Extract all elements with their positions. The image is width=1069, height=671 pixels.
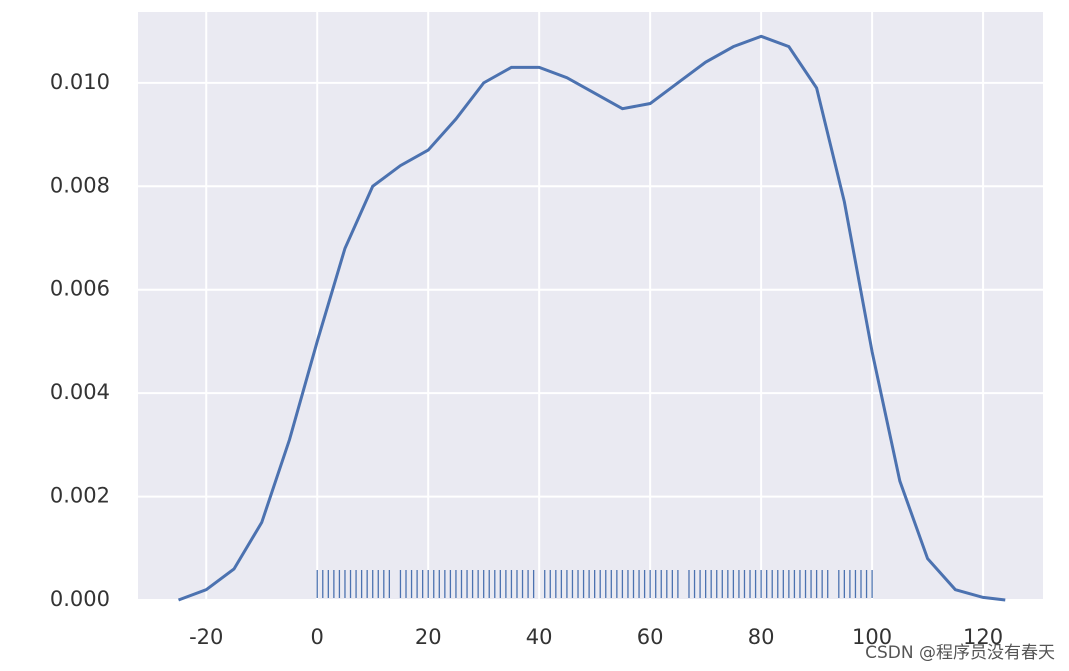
y-tick-label: 0.004 <box>50 380 110 404</box>
plot-area <box>138 12 1043 600</box>
y-tick-label: 0.002 <box>50 484 110 508</box>
x-tick-label: -20 <box>189 625 223 649</box>
x-tick-label: 0 <box>311 625 324 649</box>
marks <box>177 34 1006 602</box>
x-tick-label: 60 <box>637 625 664 649</box>
x-tick-label: 40 <box>526 625 553 649</box>
watermark: CSDN @程序员没有春天 <box>865 643 1055 663</box>
x-tick-label: 80 <box>748 625 775 649</box>
x-tick-label: 120 <box>963 625 1003 649</box>
x-tick-label: 100 <box>852 625 892 649</box>
x-tick-label: 20 <box>415 625 442 649</box>
grid <box>138 12 1043 601</box>
y-tick-label: 0.000 <box>50 587 110 611</box>
y-tick-label: 0.006 <box>50 277 110 301</box>
y-tick-label: 0.010 <box>50 70 110 94</box>
density-line <box>177 34 1006 602</box>
y-tick-label: 0.008 <box>50 173 110 197</box>
